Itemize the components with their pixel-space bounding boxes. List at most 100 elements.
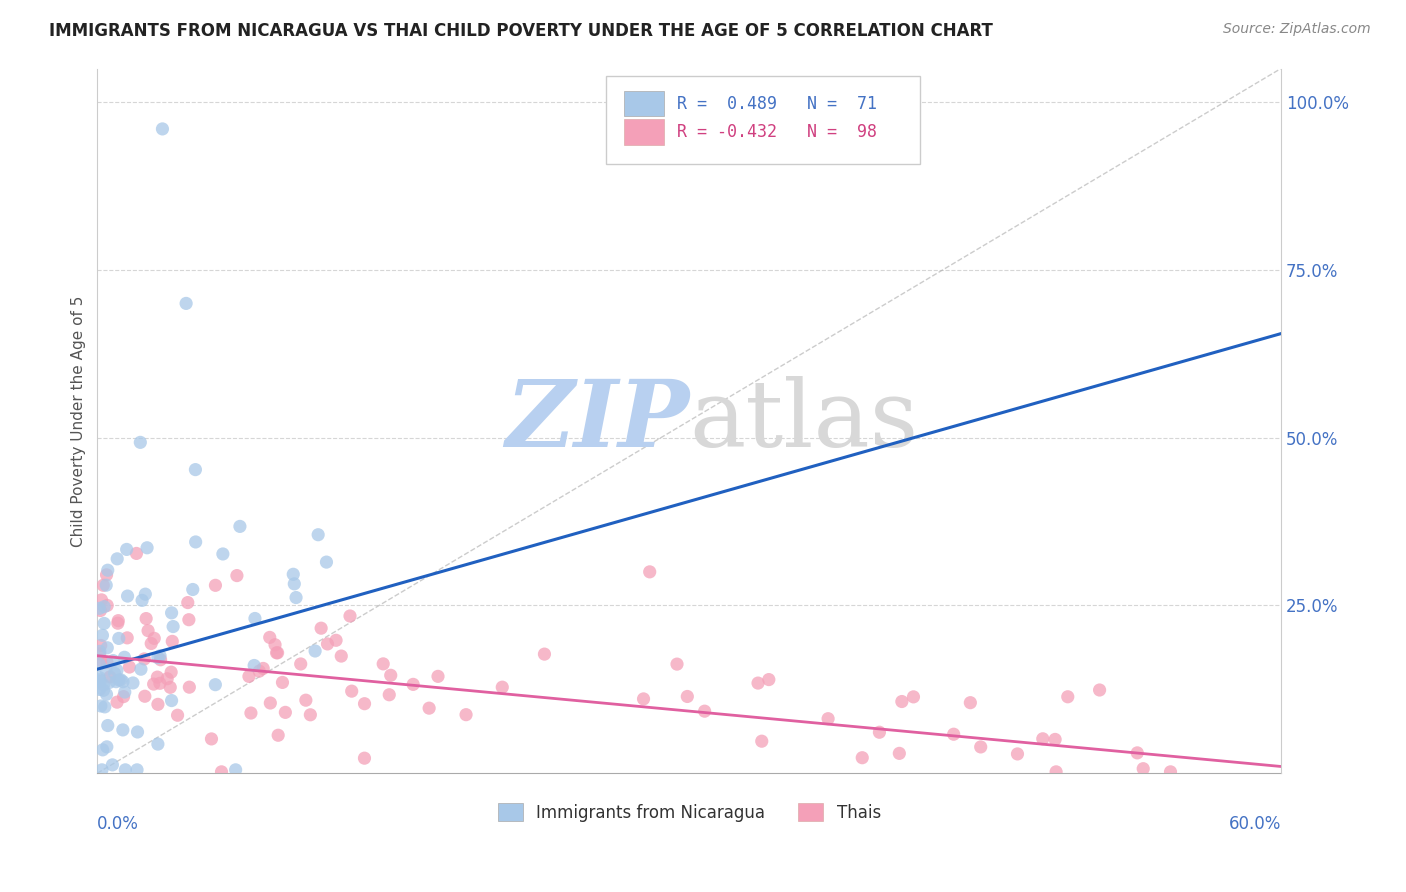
- Point: [115, 542, 138, 557]
- Point: [758, 673, 780, 687]
- Point: [890, 694, 912, 708]
- Point: [166, 708, 188, 723]
- Point: [676, 690, 699, 704]
- Point: [146, 650, 169, 665]
- Point: [243, 611, 266, 625]
- Point: [304, 644, 326, 658]
- Point: [247, 664, 270, 678]
- Point: [252, 661, 274, 675]
- Point: [96, 739, 118, 754]
- Point: [146, 737, 169, 751]
- Point: [868, 725, 890, 739]
- Point: [111, 674, 134, 689]
- Point: [149, 676, 172, 690]
- Point: [316, 637, 339, 651]
- Point: [851, 750, 873, 764]
- Point: [325, 633, 347, 648]
- Point: [90, 698, 112, 713]
- Point: [266, 646, 288, 660]
- Point: [353, 751, 375, 765]
- Point: [93, 683, 115, 698]
- Point: [259, 631, 281, 645]
- Point: [93, 616, 115, 631]
- Text: 60.0%: 60.0%: [1229, 815, 1281, 833]
- Point: [1045, 764, 1067, 779]
- Point: [96, 687, 118, 701]
- Point: [889, 747, 911, 761]
- Point: [970, 739, 993, 754]
- FancyBboxPatch shape: [624, 91, 664, 117]
- Point: [89, 657, 111, 672]
- Point: [135, 611, 157, 625]
- Text: Source: ZipAtlas.com: Source: ZipAtlas.com: [1223, 22, 1371, 37]
- Point: [160, 665, 183, 680]
- Point: [118, 660, 141, 674]
- Point: [91, 743, 114, 757]
- Point: [98, 675, 121, 690]
- Point: [96, 656, 118, 670]
- Point: [114, 685, 136, 699]
- Point: [91, 763, 114, 777]
- Point: [271, 675, 294, 690]
- Point: [243, 658, 266, 673]
- Text: R = -0.432   N =  98: R = -0.432 N = 98: [678, 123, 877, 141]
- Point: [307, 527, 329, 541]
- Point: [89, 673, 111, 687]
- Point: [125, 763, 148, 777]
- Point: [817, 712, 839, 726]
- Point: [97, 718, 120, 732]
- Point: [134, 652, 156, 666]
- FancyBboxPatch shape: [606, 76, 920, 163]
- Point: [184, 462, 207, 476]
- Point: [212, 547, 235, 561]
- Point: [225, 763, 247, 777]
- Point: [91, 628, 114, 642]
- Point: [159, 681, 181, 695]
- Point: [402, 677, 425, 691]
- Point: [174, 296, 197, 310]
- Point: [903, 690, 925, 704]
- Point: [181, 582, 204, 597]
- Point: [156, 672, 179, 686]
- Point: [1088, 683, 1111, 698]
- Point: [129, 435, 152, 450]
- Point: [162, 619, 184, 633]
- Point: [105, 695, 128, 709]
- Point: [177, 596, 200, 610]
- Point: [136, 541, 159, 555]
- Point: [125, 546, 148, 560]
- Point: [959, 696, 981, 710]
- Text: 0.0%: 0.0%: [97, 815, 139, 833]
- Point: [103, 666, 125, 681]
- Point: [94, 663, 117, 677]
- Point: [1056, 690, 1078, 704]
- Point: [238, 669, 260, 683]
- Point: [93, 599, 115, 614]
- Point: [693, 704, 716, 718]
- Point: [89, 603, 111, 617]
- Point: [114, 650, 136, 665]
- Point: [309, 621, 332, 635]
- Point: [204, 678, 226, 692]
- Point: [152, 122, 174, 136]
- Point: [97, 563, 120, 577]
- Point: [91, 578, 114, 592]
- Text: R =  0.489   N =  71: R = 0.489 N = 71: [678, 95, 877, 112]
- Point: [373, 657, 395, 671]
- Point: [283, 567, 305, 582]
- Point: [160, 606, 183, 620]
- Point: [141, 636, 163, 650]
- Point: [142, 677, 165, 691]
- Point: [1007, 747, 1029, 761]
- Point: [1032, 731, 1054, 746]
- Point: [239, 706, 262, 720]
- Point: [114, 763, 136, 777]
- Point: [105, 663, 128, 677]
- Point: [134, 587, 156, 601]
- Point: [533, 647, 555, 661]
- Point: [290, 657, 312, 671]
- Point: [146, 670, 169, 684]
- Point: [330, 649, 353, 664]
- Point: [101, 757, 124, 772]
- Point: [149, 653, 172, 667]
